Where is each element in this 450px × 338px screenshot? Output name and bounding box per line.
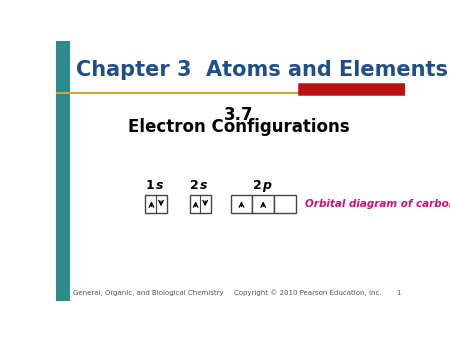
Bar <box>56 41 70 301</box>
Bar <box>274 195 296 213</box>
Text: 1: 1 <box>146 179 155 192</box>
Bar <box>252 195 274 213</box>
Text: 3.7: 3.7 <box>224 106 253 124</box>
Text: s: s <box>200 179 207 192</box>
Bar <box>230 195 252 213</box>
Text: 1: 1 <box>396 290 400 296</box>
Bar <box>145 195 167 213</box>
Text: Orbital diagram of carbon: Orbital diagram of carbon <box>305 199 450 209</box>
Text: 2: 2 <box>190 179 199 192</box>
Text: Chapter 3  Atoms and Elements: Chapter 3 Atoms and Elements <box>76 60 448 80</box>
Bar <box>189 195 211 213</box>
Text: 2: 2 <box>253 179 261 192</box>
Text: Electron Configurations: Electron Configurations <box>127 118 349 136</box>
Text: General, Organic, and Biological Chemistry: General, Organic, and Biological Chemist… <box>73 290 224 296</box>
Text: Copyright © 2010 Pearson Education, Inc.: Copyright © 2010 Pearson Education, Inc. <box>234 290 382 296</box>
Text: p: p <box>262 179 271 192</box>
Text: s: s <box>155 179 163 192</box>
